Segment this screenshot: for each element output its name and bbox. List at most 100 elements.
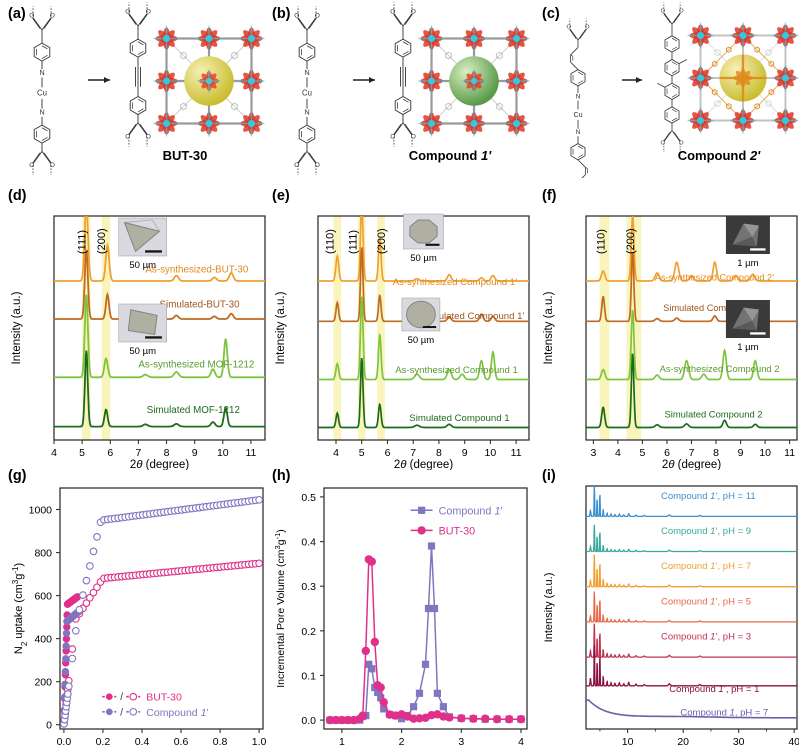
svg-text:Incremental Pore Volume (cm3g-: Incremental Pore Volume (cm3g-1) (273, 529, 288, 688)
svg-text:6: 6 (664, 447, 670, 459)
svg-text:(200): (200) (625, 228, 637, 254)
svg-text:3: 3 (590, 447, 596, 459)
svg-text:4: 4 (51, 447, 57, 459)
svg-text:10: 10 (622, 736, 634, 748)
svg-text:20: 20 (677, 736, 689, 748)
svg-text:9: 9 (738, 447, 744, 459)
svg-text:(111): (111) (77, 230, 89, 254)
svg-text:11: 11 (784, 447, 795, 459)
svg-text:Cu: Cu (302, 89, 312, 98)
svg-text:2θ (degree): 2θ (degree) (394, 459, 453, 470)
svg-text:Compound 1’, pH = 7: Compound 1’, pH = 7 (661, 561, 751, 572)
svg-text:0.3: 0.3 (301, 581, 316, 593)
svg-text:1.0: 1.0 (252, 736, 267, 748)
svg-text:0.0: 0.0 (57, 736, 72, 748)
svg-text:Compound 1’, pH = 11: Compound 1’, pH = 11 (661, 491, 756, 502)
svg-text:5: 5 (639, 447, 645, 459)
svg-text:Compound 1’: Compound 1’ (439, 505, 503, 517)
svg-text:BUT-30: BUT-30 (146, 692, 182, 704)
svg-text:4: 4 (615, 447, 621, 459)
svg-text:Intensity (a.u.): Intensity (a.u.) (11, 291, 23, 364)
svg-text:Compound 1’, pH = 1: Compound 1’, pH = 1 (669, 684, 759, 695)
svg-text:N: N (304, 68, 309, 77)
svg-text:2: 2 (399, 736, 405, 748)
svg-text:8: 8 (164, 447, 170, 459)
svg-text:/: / (120, 692, 123, 703)
svg-text:Simulated-BUT-30: Simulated-BUT-30 (160, 299, 241, 310)
svg-text:6: 6 (385, 447, 391, 459)
svg-text:(111): (111) (348, 230, 360, 254)
svg-text:Intensity (a.u.): Intensity (a.u.) (543, 291, 555, 364)
svg-text:0.1: 0.1 (301, 670, 316, 682)
svg-text:As-synthesized Compound 2: As-synthesized Compound 2 (660, 363, 780, 374)
svg-text:8: 8 (436, 447, 442, 459)
svg-text:0.2: 0.2 (301, 626, 316, 638)
svg-text:600: 600 (34, 591, 52, 603)
svg-text:0.4: 0.4 (135, 736, 150, 748)
svg-text:4: 4 (333, 447, 339, 459)
svg-text:Compound 1’: Compound 1’ (146, 707, 208, 719)
svg-text:0.6: 0.6 (174, 736, 189, 748)
svg-text:0.0: 0.0 (301, 715, 316, 727)
svg-text:3: 3 (458, 736, 464, 748)
svg-text:Compound 1’, pH = 5: Compound 1’, pH = 5 (661, 596, 751, 607)
svg-text:Compound 1, pH = 7: Compound 1, pH = 7 (680, 708, 768, 719)
svg-text:(110): (110) (595, 229, 607, 254)
svg-text:N: N (39, 107, 44, 116)
svg-text:1000: 1000 (29, 505, 53, 517)
svg-text:0.2: 0.2 (96, 736, 111, 748)
svg-text:N2 uptake (cm3g-1): N2 uptake (cm3g-1) (11, 563, 29, 654)
svg-text:0: 0 (46, 720, 52, 732)
svg-text:1: 1 (339, 736, 345, 748)
svg-text:200: 200 (34, 677, 52, 689)
svg-text:5: 5 (79, 447, 85, 459)
svg-text:Simulated Compound 2: Simulated Compound 2 (665, 409, 763, 420)
svg-text:BUT-30: BUT-30 (439, 525, 476, 537)
svg-text:As-synthesized-BUT-30: As-synthesized-BUT-30 (145, 264, 248, 275)
svg-text:(200): (200) (376, 228, 388, 254)
svg-text:9: 9 (192, 447, 198, 459)
svg-text:Simulated MOF-1212: Simulated MOF-1212 (147, 405, 240, 416)
svg-text:5: 5 (359, 447, 365, 459)
svg-text:40: 40 (788, 736, 799, 748)
svg-text:(200): (200) (96, 228, 108, 254)
svg-text:1 µm: 1 µm (737, 258, 758, 269)
svg-text:7: 7 (689, 447, 695, 459)
svg-text:4: 4 (518, 736, 524, 748)
svg-text:0.4: 0.4 (301, 537, 316, 549)
svg-text:As-synthesized Compound 2’: As-synthesized Compound 2’ (655, 273, 775, 283)
svg-text:/: / (120, 707, 123, 718)
svg-text:Cu: Cu (574, 112, 583, 119)
svg-text:0.5: 0.5 (301, 492, 316, 504)
svg-text:N: N (576, 129, 581, 136)
svg-text:7: 7 (410, 447, 416, 459)
svg-text:0.8: 0.8 (213, 736, 228, 748)
svg-text:Intensity (a.u.): Intensity (a.u.) (275, 291, 287, 364)
svg-text:N: N (304, 107, 309, 116)
svg-text:Cu: Cu (37, 89, 47, 98)
svg-text:As-synthesized Compound 1’: As-synthesized Compound 1’ (393, 277, 518, 288)
svg-text:10: 10 (485, 447, 497, 459)
svg-text:50 µm: 50 µm (408, 335, 435, 346)
svg-text:2θ (degree): 2θ (degree) (130, 459, 189, 470)
svg-text:2θ (degree): 2θ (degree) (662, 459, 721, 470)
svg-text:N: N (39, 68, 44, 77)
svg-text:(110): (110) (324, 229, 336, 254)
svg-text:30: 30 (733, 736, 745, 748)
svg-text:Compound 1’, pH = 9: Compound 1’, pH = 9 (661, 526, 751, 537)
svg-text:Compound 1’, pH = 3: Compound 1’, pH = 3 (661, 632, 751, 643)
svg-text:7: 7 (135, 447, 141, 459)
svg-text:50 µm: 50 µm (410, 253, 437, 264)
svg-text:10: 10 (759, 447, 771, 459)
svg-text:50 µm: 50 µm (129, 346, 156, 357)
svg-text:6: 6 (107, 447, 113, 459)
svg-text:As-synthesized Compound 1: As-synthesized Compound 1 (395, 365, 518, 376)
svg-text:400: 400 (34, 634, 52, 646)
svg-text:As-synthesized MOF-1212: As-synthesized MOF-1212 (138, 359, 254, 370)
svg-text:800: 800 (34, 548, 52, 560)
svg-text:1 µm: 1 µm (737, 342, 758, 353)
svg-text:Intensity (a.u.): Intensity (a.u.) (543, 573, 555, 643)
svg-text:11: 11 (511, 447, 522, 459)
svg-text:8: 8 (713, 447, 719, 459)
svg-text:9: 9 (462, 447, 468, 459)
